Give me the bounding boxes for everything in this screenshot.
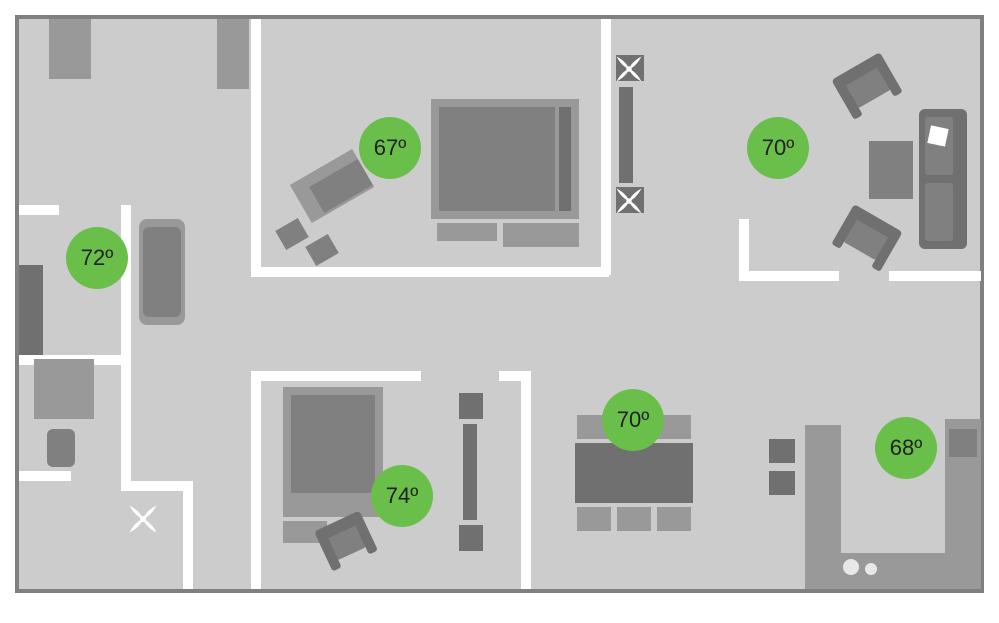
wall bbox=[183, 481, 193, 589]
temp-badge-bathroom[interactable]: 72º bbox=[66, 227, 128, 289]
furniture bbox=[47, 429, 75, 467]
wall bbox=[251, 371, 421, 381]
furniture bbox=[291, 395, 375, 493]
wall bbox=[739, 219, 749, 279]
furniture bbox=[949, 429, 977, 457]
furniture bbox=[657, 507, 691, 531]
furniture bbox=[217, 19, 249, 89]
wall bbox=[739, 271, 839, 281]
furniture bbox=[19, 265, 43, 355]
furniture bbox=[619, 87, 633, 183]
temp-badge-bedroom2[interactable]: 74º bbox=[371, 465, 433, 527]
furniture bbox=[617, 507, 651, 531]
temp-badge-kitchen[interactable]: 68º bbox=[875, 417, 937, 479]
furniture bbox=[769, 439, 795, 463]
furniture bbox=[503, 223, 579, 247]
furniture bbox=[459, 393, 483, 419]
wall bbox=[19, 471, 71, 481]
armchair bbox=[314, 510, 378, 571]
temp-badge-dining[interactable]: 70º bbox=[602, 389, 664, 451]
furniture bbox=[439, 107, 555, 211]
wall bbox=[121, 481, 191, 491]
armchair bbox=[831, 52, 902, 120]
ceiling-fan-icon bbox=[119, 495, 167, 543]
furniture bbox=[305, 234, 339, 266]
furniture bbox=[49, 19, 91, 79]
furniture bbox=[143, 227, 181, 317]
furniture bbox=[291, 497, 331, 509]
furniture-circle bbox=[843, 559, 859, 575]
furniture bbox=[34, 359, 94, 419]
furniture bbox=[559, 107, 571, 211]
furniture-circle bbox=[865, 563, 877, 575]
armchair bbox=[831, 204, 902, 272]
temp-badge-bedroom1[interactable]: 67º bbox=[359, 117, 421, 179]
wall bbox=[19, 205, 59, 215]
furniture bbox=[769, 471, 795, 495]
wall bbox=[521, 371, 531, 589]
furniture bbox=[577, 507, 611, 531]
furniture bbox=[869, 141, 913, 199]
wall bbox=[889, 271, 981, 281]
floorplan-canvas: 72º 67º 70º 70º 74º 68º bbox=[15, 15, 984, 593]
ceiling-fan-icon bbox=[607, 179, 651, 223]
furniture bbox=[275, 218, 309, 250]
sofa bbox=[919, 109, 967, 249]
temp-badge-livingroom[interactable]: 70º bbox=[747, 117, 809, 179]
wall bbox=[251, 19, 261, 275]
furniture bbox=[575, 443, 693, 503]
ceiling-fan-icon bbox=[607, 47, 651, 91]
furniture bbox=[437, 223, 497, 241]
wall bbox=[251, 371, 261, 589]
wall bbox=[251, 267, 609, 277]
furniture bbox=[463, 424, 477, 520]
furniture bbox=[459, 525, 483, 551]
